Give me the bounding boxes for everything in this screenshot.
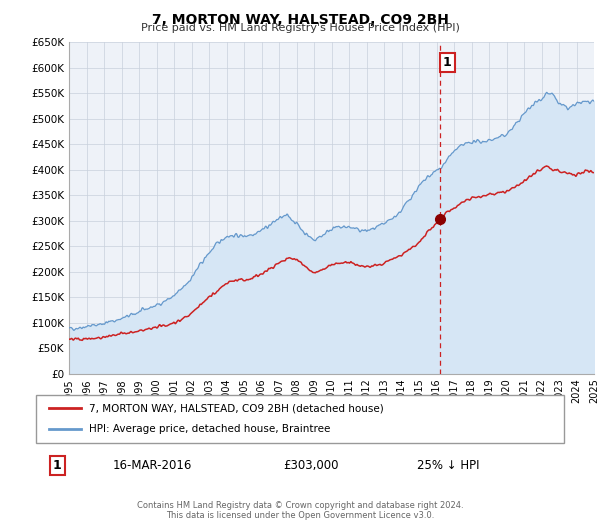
Text: Price paid vs. HM Land Registry's House Price Index (HPI): Price paid vs. HM Land Registry's House …: [140, 23, 460, 33]
Text: 7, MORTON WAY, HALSTEAD, CO9 2BH (detached house): 7, MORTON WAY, HALSTEAD, CO9 2BH (detach…: [89, 403, 383, 413]
Text: 1: 1: [53, 460, 61, 472]
Text: 1: 1: [443, 56, 451, 69]
Text: This data is licensed under the Open Government Licence v3.0.: This data is licensed under the Open Gov…: [166, 511, 434, 520]
Text: 16-MAR-2016: 16-MAR-2016: [112, 460, 192, 472]
Text: £303,000: £303,000: [283, 460, 338, 472]
Text: 7, MORTON WAY, HALSTEAD, CO9 2BH: 7, MORTON WAY, HALSTEAD, CO9 2BH: [152, 13, 448, 27]
Text: Contains HM Land Registry data © Crown copyright and database right 2024.: Contains HM Land Registry data © Crown c…: [137, 501, 463, 510]
Text: 25% ↓ HPI: 25% ↓ HPI: [416, 460, 479, 472]
Text: HPI: Average price, detached house, Braintree: HPI: Average price, detached house, Brai…: [89, 424, 330, 434]
